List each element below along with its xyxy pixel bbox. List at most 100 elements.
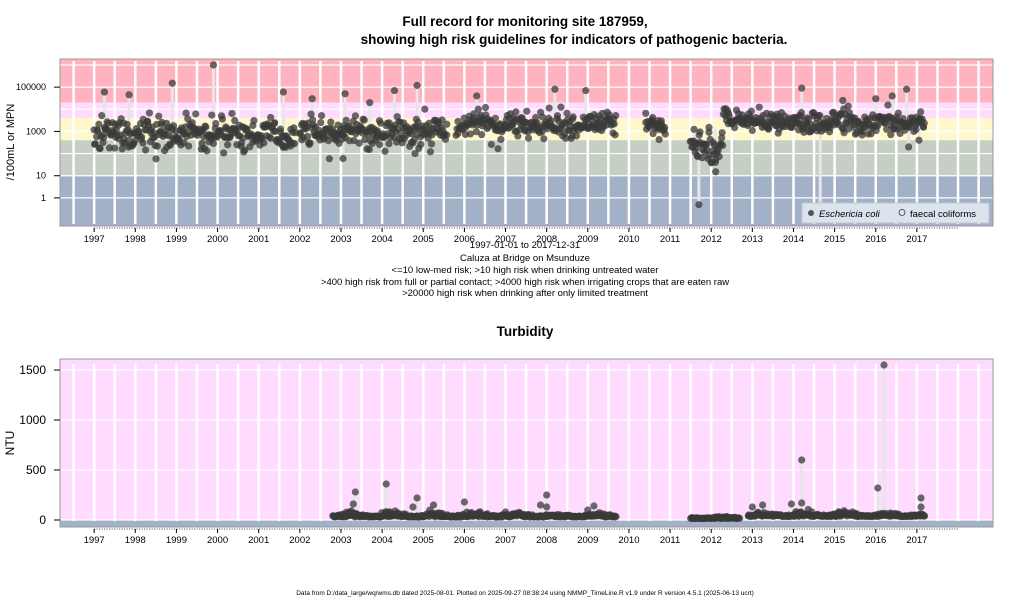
x-tick-label: 2014	[783, 535, 804, 546]
ecoli-point	[271, 119, 279, 127]
ecoli-point	[443, 120, 451, 128]
ecoli-point	[182, 109, 190, 117]
guideline-3: >20000 high risk when drinking after onl…	[402, 288, 648, 299]
ecoli-point	[145, 109, 154, 117]
ecoli-point	[231, 116, 239, 125]
ecoli-point	[279, 88, 287, 96]
ecoli-point	[473, 92, 481, 100]
x-tick-label: 2008	[536, 234, 557, 245]
x-tick-label: 2013	[742, 535, 763, 546]
ecoli-point	[747, 107, 755, 115]
ecoli-point	[703, 146, 711, 154]
guideline-2: >400 high risk from full or partial cont…	[321, 277, 729, 288]
ecoli-point	[250, 117, 258, 125]
ecoli-point	[888, 92, 896, 100]
ecoli-point	[421, 105, 429, 113]
data-points	[329, 361, 929, 523]
ecoli-point	[105, 144, 114, 152]
ecoli-point	[325, 155, 333, 163]
ecoli-point	[703, 140, 711, 149]
ecoli-point	[512, 108, 520, 116]
turbidity-title: Turbidity	[497, 324, 554, 339]
x-tick-label: 1998	[125, 535, 146, 546]
x-tick-label: 2002	[289, 535, 310, 546]
main-title-line2: showing high risk guidelines for indicat…	[361, 32, 788, 47]
ecoli-point	[730, 124, 739, 132]
turbidity-plot: 1997 1998 1999 2000 2001 2002 2003 2004 2005 2006…	[3, 358, 994, 546]
ecoli-point	[557, 103, 565, 111]
ecoli-point	[718, 129, 726, 137]
turbidity-point	[787, 500, 796, 508]
ecoli-point	[139, 139, 147, 147]
y-tick-label: 1000	[26, 126, 46, 136]
x-tick-label: 2010	[618, 234, 639, 245]
turbidity-point	[413, 494, 421, 502]
turbidity-point	[382, 480, 390, 488]
ecoli-plot: 1997 1998 1999 2000 2001 2002 2003 2004 2005 2006…	[5, 58, 994, 245]
ecoli-point	[438, 116, 446, 124]
ecoli-point	[307, 110, 315, 118]
ecoli-point	[95, 120, 103, 128]
ecoli-point	[562, 134, 570, 142]
ecoli-point	[276, 125, 285, 133]
x-tick-label: 2005	[413, 234, 434, 245]
turbidity-point	[351, 488, 359, 496]
y-axis-label: /100mL or MPN	[5, 104, 17, 181]
ecoli-point	[267, 113, 275, 122]
ecoli-point	[538, 113, 547, 121]
y-tick-label: 10	[36, 171, 46, 181]
ecoli-point	[141, 146, 150, 154]
ecoli-point	[209, 61, 218, 69]
x-tick-label: 2000	[207, 234, 228, 245]
turbidity-point	[735, 514, 744, 522]
ecoli-point	[545, 104, 553, 112]
ecoli-point	[816, 112, 824, 120]
x-tick-label: 2004	[372, 535, 393, 546]
ecoli-point	[241, 146, 249, 154]
turbidity-point	[920, 512, 929, 520]
x-axis: 1997 1998 1999 2000 2001 2002 2003 2004 2005 2006…	[84, 528, 959, 546]
ecoli-point	[377, 119, 385, 127]
legend-faecal: faecal coliforms	[910, 209, 976, 220]
ecoli-point	[497, 135, 505, 144]
ecoli-point	[691, 139, 699, 147]
ecoli-point	[540, 135, 548, 143]
x-tick-label: 2012	[701, 234, 722, 245]
x-tick-label: 2010	[618, 535, 639, 546]
ecoli-point	[472, 128, 480, 136]
turbidity-point	[543, 491, 551, 499]
ecoli-point	[385, 140, 393, 148]
ecoli-point	[611, 131, 619, 139]
ecoli-point	[718, 134, 726, 142]
ecoli-point	[695, 200, 703, 209]
x-tick-label: 2009	[577, 234, 598, 245]
ecoli-point	[168, 79, 176, 87]
turbidity-point	[917, 494, 925, 502]
ecoli-point	[494, 145, 502, 153]
ecoli-point	[212, 119, 220, 128]
x-tick-label: 2007	[495, 535, 516, 546]
ecoli-point	[612, 111, 620, 120]
gridlines	[60, 364, 993, 521]
ecoli-point	[572, 132, 581, 140]
ecoli-point	[711, 158, 719, 166]
ecoli-point	[569, 113, 577, 121]
site-name: Caluza at Bridge on Msunduze	[460, 253, 590, 264]
x-tick-label: 2000	[207, 535, 228, 546]
ecoli-point	[920, 119, 928, 127]
date-range: 1997-01-01 to 2017-12-31	[470, 240, 580, 251]
x-tick-label: 2011	[660, 234, 680, 245]
x-tick-label: 2016	[865, 234, 886, 245]
ecoli-point	[351, 112, 359, 120]
ecoli-point	[470, 110, 478, 118]
x-tick-label: 2002	[289, 234, 310, 245]
turbidity-point	[798, 456, 806, 464]
ecoli-point	[649, 113, 657, 122]
ecoli-point	[478, 131, 486, 139]
ecoli-point	[192, 110, 200, 118]
faecal-legend-icon	[898, 209, 906, 216]
turbidity-point	[612, 512, 620, 521]
ecoli-point	[427, 140, 436, 148]
ecoli-point	[661, 123, 669, 132]
ecoli-legend-icon	[808, 210, 814, 216]
